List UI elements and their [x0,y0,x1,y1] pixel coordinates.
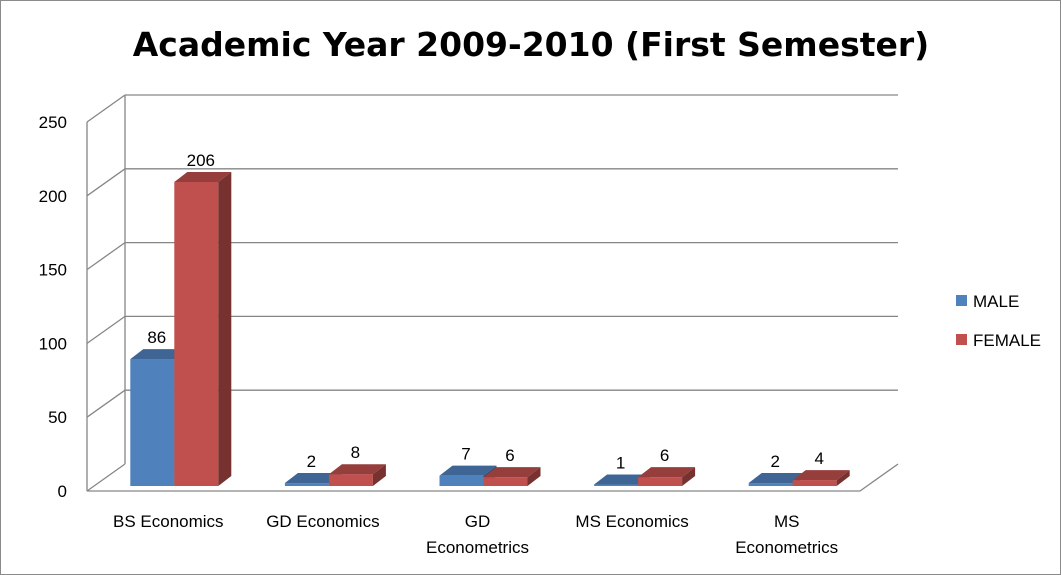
gridline-side [86,94,126,123]
data-label: 2 [770,452,779,471]
x-tick-label: MS Economics [575,512,688,531]
y-tick-label: 0 [58,482,67,501]
bar-top [439,465,497,476]
data-labels: 86 206 2 8 7 6 1 6 2 4 [147,151,824,473]
y-axis: 0 50 100 150 200 250 [39,113,67,501]
bar-side [372,464,386,486]
bar-front [439,475,484,486]
bar-female [638,467,696,486]
bar-female [328,464,386,486]
bar-front [328,474,373,486]
data-label: 8 [351,443,360,462]
legend-swatch [956,334,967,345]
gridline-side [86,315,126,344]
gridlines [86,94,899,492]
bar-female [792,470,850,486]
bar-top [328,464,386,475]
data-label: 7 [461,445,470,464]
y-tick-label: 250 [39,113,67,132]
data-label: 4 [814,449,823,468]
bar-front [130,359,175,486]
data-label: 6 [660,446,669,465]
x-tick-label: GD [465,512,491,531]
chart-title: Academic Year 2009-2010 (First Semester) [133,25,929,64]
x-tick-label: Econometrics [426,538,529,557]
x-tick-label: MS [774,512,800,531]
bar-female [483,467,541,486]
y-tick-label: 100 [39,334,67,353]
bar-front [748,483,793,486]
data-label: 2 [307,452,316,471]
floor-edge [87,463,899,492]
y-tick-label: 50 [48,408,67,427]
data-label: 86 [147,328,166,347]
legend-label: FEMALE [973,331,1041,350]
bar-top [594,474,652,485]
bar-female [174,171,232,486]
bar-top [174,171,232,182]
bar-front [174,181,219,486]
data-label: 1 [616,454,625,473]
y-tick-label: 150 [39,261,67,280]
bar-top [792,470,850,481]
data-label: 206 [187,151,215,170]
bar-front [483,477,528,486]
bar-top [284,473,342,484]
y-tick-label: 200 [39,187,67,206]
bar-front [638,477,683,486]
x-tick-label: Econometrics [735,538,838,557]
bar-front [594,484,639,486]
legend-label: MALE [973,292,1019,311]
bar-top [638,467,696,478]
gridline-side [86,168,126,197]
data-label: 6 [505,446,514,465]
bar-side [218,171,232,486]
x-axis-labels: BS Economics GD Economics GD Econometrics MS… [113,512,838,557]
bar-top [130,349,188,360]
gridline-side [86,242,126,271]
bar-side [836,470,850,486]
bar-top [483,467,541,478]
bar-front [284,483,329,486]
bars [130,171,850,486]
x-tick-label: BS Economics [113,512,224,531]
legend: MALE FEMALE [956,292,1041,350]
bar-side [527,467,541,486]
gridline-side [86,463,126,492]
bar-front [792,480,837,486]
x-tick-label: GD Economics [266,512,379,531]
bar-side [682,467,696,486]
gridline-side [86,389,126,418]
bar-top [748,473,806,484]
legend-swatch [956,295,967,306]
